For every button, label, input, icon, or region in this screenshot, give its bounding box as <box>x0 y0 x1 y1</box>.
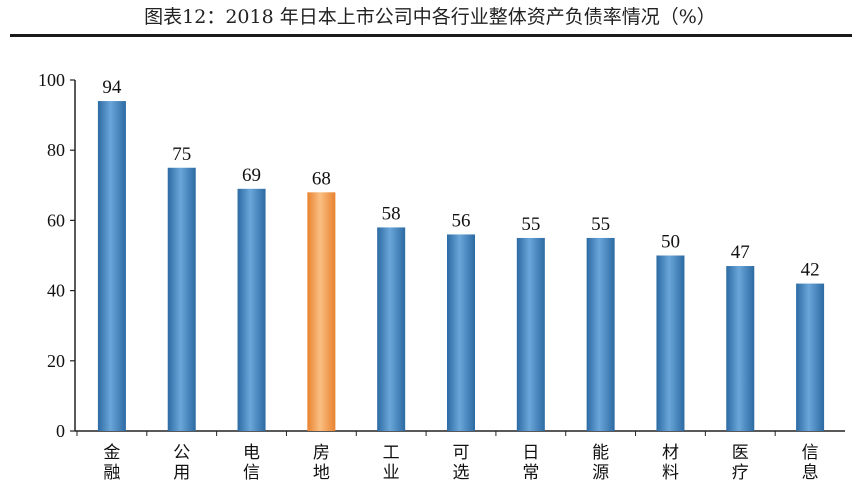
value-label: 75 <box>172 144 191 165</box>
value-label: 55 <box>521 214 540 235</box>
y-tick-label: 80 <box>47 140 65 160</box>
value-label: 47 <box>731 242 750 263</box>
category-label: 工业 <box>383 443 400 482</box>
chart-title: 图表12：2018 年日本上市公司中各行业整体资产负债率情况（%） <box>144 6 716 28</box>
category-label: 公用 <box>173 443 190 482</box>
bar-8 <box>656 255 685 431</box>
value-label: 55 <box>591 214 610 235</box>
category-label: 信息 <box>802 443 819 482</box>
category-label: 材料 <box>662 443 679 482</box>
category-label: 电信 <box>243 443 260 482</box>
value-label: 50 <box>661 232 680 253</box>
category-label: 可选 <box>453 443 470 482</box>
bar-9 <box>726 266 755 431</box>
y-tick-label: 40 <box>47 281 65 301</box>
bar-1 <box>167 167 196 431</box>
value-label: 69 <box>242 165 261 186</box>
y-tick-label: 0 <box>56 421 65 441</box>
category-label: 房地 <box>313 443 330 482</box>
chart-axes: 0 20 40 60 80 100 <box>38 70 845 441</box>
y-tick-label: 60 <box>47 210 65 230</box>
category-label: 金融 <box>103 443 120 482</box>
y-tick-label: 20 <box>47 351 65 371</box>
bar-7 <box>586 237 615 431</box>
data-labels: 94 金融 75 公用 69 电信 68 房地 58 工业 56 可选 55 日常 55 能源 50 材料 47 医疗… <box>102 77 819 482</box>
bar-0 <box>97 101 126 431</box>
bar-10 <box>796 283 825 431</box>
bar-3 <box>307 192 336 431</box>
bar-6 <box>516 237 545 431</box>
bar-series <box>97 101 825 431</box>
value-label: 42 <box>801 260 820 281</box>
y-tick-label: 100 <box>38 70 65 90</box>
bar-5 <box>447 234 475 431</box>
category-label: 能源 <box>592 443 609 482</box>
value-label: 56 <box>452 210 471 231</box>
bar-2 <box>237 188 266 431</box>
title-underline <box>10 34 852 37</box>
category-label: 日常 <box>522 443 539 482</box>
value-label: 58 <box>382 203 401 224</box>
bar-4 <box>377 227 406 431</box>
value-label: 94 <box>102 77 122 98</box>
category-label: 医疗 <box>732 443 749 482</box>
value-label: 68 <box>312 168 331 189</box>
